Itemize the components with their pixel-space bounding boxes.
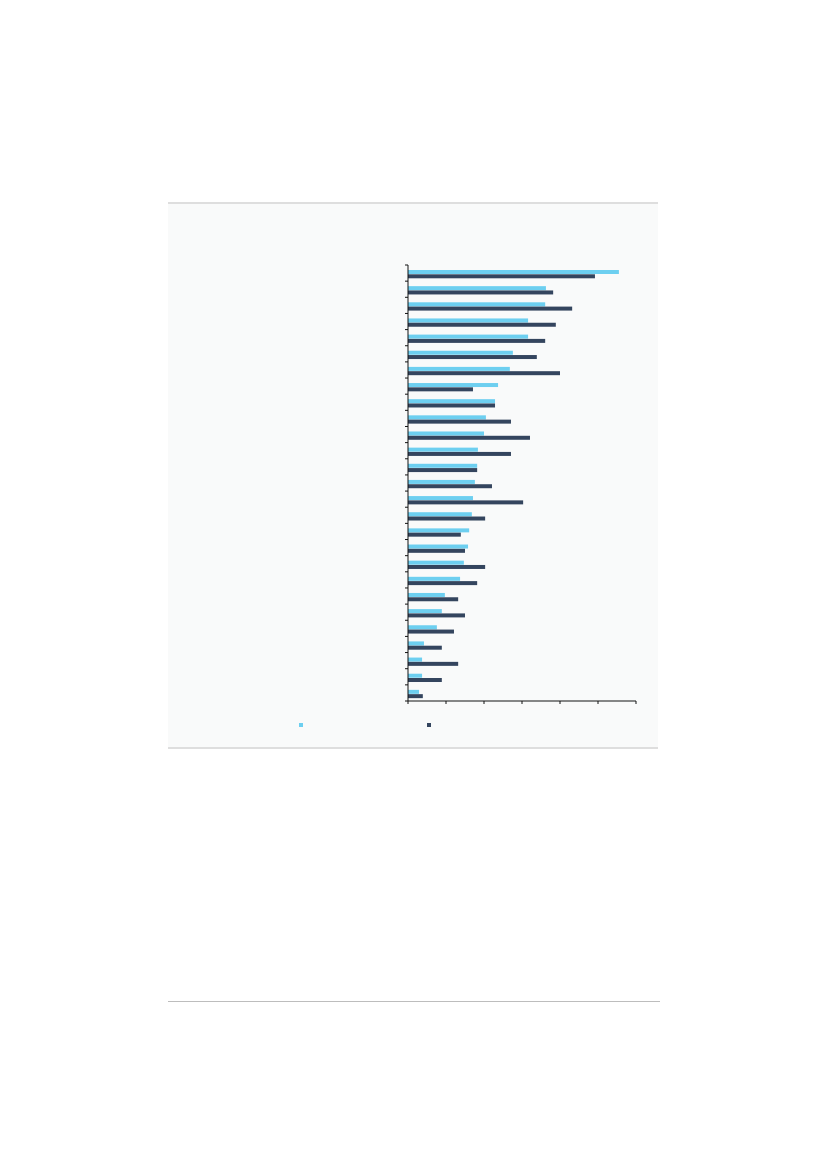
bar-series2-row-7 [408, 371, 560, 376]
bar-series1-row-24 [408, 641, 424, 646]
bar-series2-row-14 [408, 484, 492, 489]
bar-series2-row-17 [408, 532, 461, 537]
bar-series1-row-13 [408, 463, 478, 468]
bar-series2-row-25 [408, 661, 459, 666]
bar-series1-row-18 [408, 544, 469, 549]
chart-panel [168, 202, 658, 749]
bar-series1-row-25 [408, 657, 423, 662]
bar-series1-row-27 [408, 689, 420, 694]
bar-series2-row-4 [408, 322, 556, 327]
bar-series2-row-3 [408, 306, 573, 311]
bar-series1-row-1 [408, 270, 619, 274]
bar-series1-row-20 [408, 576, 461, 581]
bar-chart [299, 264, 637, 727]
bar-series2-row-26 [408, 678, 442, 683]
bar-series2-row-9 [408, 403, 496, 408]
bar-series1-row-7 [408, 366, 510, 371]
footer-divider [168, 1001, 660, 1002]
bar-series2-row-24 [408, 645, 442, 650]
bar-series2-row-5 [408, 338, 546, 343]
bar-series1-row-21 [408, 592, 445, 597]
bar-series1-row-10 [408, 415, 486, 420]
bar-series2-row-10 [408, 419, 511, 424]
bar-series1-row-8 [408, 383, 499, 388]
bar-series2-row-20 [408, 581, 478, 586]
bar-series2-row-11 [408, 435, 530, 440]
bar-series2-row-27 [408, 694, 423, 699]
bar-series1-row-2 [408, 286, 546, 291]
bar-series2-row-23 [408, 629, 454, 634]
bar-series2-row-16 [408, 516, 486, 521]
bar-series2-row-6 [408, 355, 537, 360]
bar-series1-row-26 [408, 673, 423, 678]
bar-series1-row-16 [408, 512, 472, 517]
bar-series1-row-6 [408, 350, 513, 355]
bar-series2-row-22 [408, 613, 465, 618]
bar-series2-row-13 [408, 468, 478, 473]
bar-series1-row-11 [408, 431, 484, 436]
bar-series1-row-15 [408, 496, 473, 501]
legend-swatch-series2 [427, 723, 431, 727]
bar-series1-row-5 [408, 334, 529, 339]
bar-series1-row-14 [408, 479, 475, 484]
bar-series2-row-12 [408, 451, 511, 456]
bar-series1-row-23 [408, 625, 437, 630]
legend-swatch-series1 [299, 723, 303, 727]
bar-series2-row-1 [408, 274, 595, 279]
bar-series1-row-3 [408, 302, 546, 307]
bar-series1-row-22 [408, 609, 442, 614]
bar-series2-row-21 [408, 597, 459, 602]
bar-series1-row-17 [408, 528, 470, 533]
bar-series2-row-18 [408, 548, 465, 553]
bar-series2-row-19 [408, 564, 486, 569]
bar-series1-row-12 [408, 447, 478, 452]
bar-series1-row-19 [408, 560, 464, 565]
bar-series2-row-15 [408, 500, 524, 505]
bar-series1-row-4 [408, 318, 529, 323]
bar-series2-row-8 [408, 387, 473, 392]
bar-series1-row-9 [408, 399, 496, 404]
bar-series2-row-2 [408, 290, 554, 295]
